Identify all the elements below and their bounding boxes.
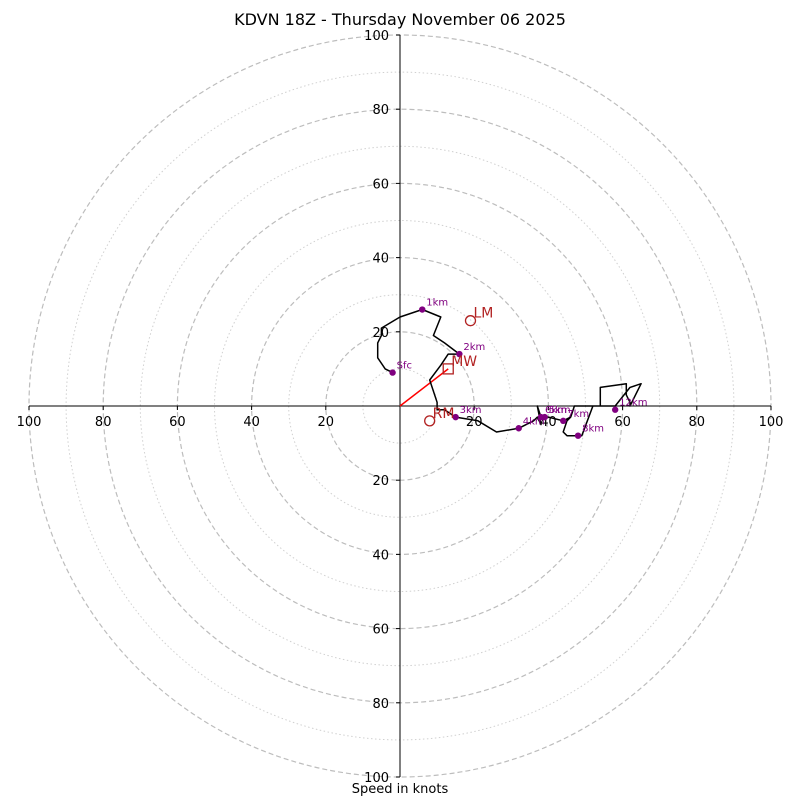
shear-vector-group <box>399 368 449 407</box>
x-tick-label: 20 <box>318 415 335 430</box>
x-tick-label: 60 <box>169 415 186 430</box>
storm-motion-marker <box>464 315 477 327</box>
height-marker <box>456 350 463 358</box>
y-tick-label: 80 <box>372 103 389 118</box>
height-marker <box>452 413 459 421</box>
storm-motion-marker <box>424 415 436 427</box>
height-label: 1km <box>426 298 448 309</box>
height-label: 7km <box>567 409 589 420</box>
y-tick-label: 60 <box>372 177 389 192</box>
height-label: 6km <box>545 405 567 416</box>
y-tick-label: 100 <box>364 29 389 44</box>
height-marker <box>389 369 396 376</box>
height-label: 12km <box>619 398 647 409</box>
height-label: Sfc <box>397 361 412 372</box>
height-label: 8km <box>582 424 604 435</box>
y-tick-label: 60 <box>372 623 389 638</box>
height-marker <box>574 432 582 439</box>
chart-title: KDVN 18Z - Thursday November 06 2025 <box>234 10 566 29</box>
x-tick-label: 60 <box>614 415 631 430</box>
y-tick-label: 100 <box>364 771 389 786</box>
y-tick-label: 40 <box>372 252 389 267</box>
height-marker <box>419 306 426 313</box>
height-label: 2km <box>463 342 485 353</box>
tick-labels: 100 80 60 40 20 20 40 60 80 100100806040202040608… <box>17 29 784 786</box>
storm-motion-markers: LM MW RM <box>424 306 493 427</box>
y-tick-label: 40 <box>372 548 389 563</box>
x-tick-label: 80 <box>95 415 112 430</box>
height-marker <box>515 425 522 432</box>
storm-motion-label: RM <box>433 406 455 422</box>
x-axis-label: Speed in knots <box>351 782 449 797</box>
x-tick-label: 100 <box>759 415 784 430</box>
y-tick-label: 80 <box>372 697 389 712</box>
storm-motion-marker <box>442 363 454 375</box>
x-tick-label: 100 <box>17 415 42 430</box>
storm-motion-label: LM <box>473 306 493 322</box>
y-tick-label: 20 <box>372 474 389 489</box>
hodograph-trace <box>376 308 642 437</box>
hodograph-trace-group <box>376 308 642 437</box>
height-marker <box>611 406 619 413</box>
height-marker <box>537 413 545 421</box>
shear-vector <box>399 368 449 407</box>
height-label: 4km <box>523 416 545 427</box>
storm-motion-label: MW <box>451 354 477 370</box>
height-marker <box>560 417 567 425</box>
x-tick-label: 80 <box>689 415 706 430</box>
x-tick-label: 40 <box>243 415 260 430</box>
height-label: 3km <box>460 405 482 416</box>
height-label: 5km <box>549 405 571 416</box>
